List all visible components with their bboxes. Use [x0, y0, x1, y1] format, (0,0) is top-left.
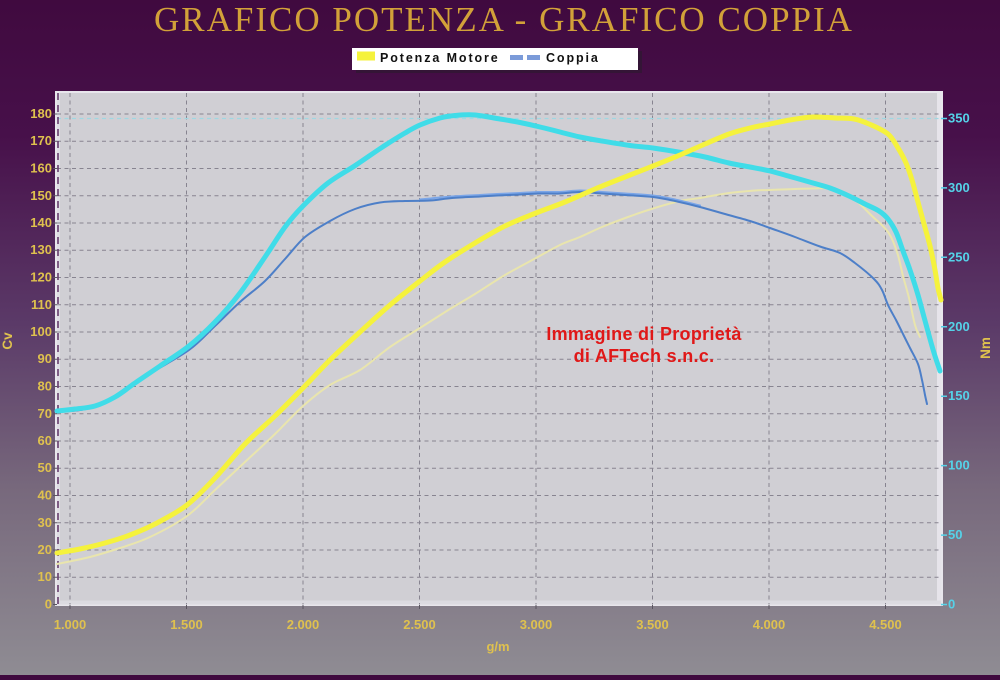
- svg-text:70: 70: [38, 406, 52, 421]
- svg-text:3.500: 3.500: [636, 617, 669, 632]
- svg-text:150: 150: [948, 388, 970, 403]
- svg-text:1.000: 1.000: [54, 617, 87, 632]
- svg-text:200: 200: [948, 319, 970, 334]
- svg-text:4.500: 4.500: [869, 617, 902, 632]
- svg-text:350: 350: [948, 111, 970, 126]
- svg-text:110: 110: [31, 297, 52, 312]
- svg-text:60: 60: [38, 433, 52, 448]
- svg-text:30: 30: [38, 515, 52, 530]
- svg-text:10: 10: [38, 569, 52, 584]
- svg-text:50: 50: [948, 527, 962, 542]
- svg-text:1.500: 1.500: [170, 617, 203, 632]
- svg-text:di AFTech s.n.c.: di AFTech s.n.c.: [574, 346, 715, 366]
- svg-text:g/m: g/m: [486, 639, 509, 654]
- svg-text:2.500: 2.500: [403, 617, 436, 632]
- svg-text:40: 40: [38, 488, 52, 503]
- svg-text:GRAFICO POTENZA - GRAFICO COPP: GRAFICO POTENZA - GRAFICO COPPIA: [154, 0, 854, 39]
- svg-text:Immagine di Proprietà: Immagine di Proprietà: [546, 324, 742, 344]
- svg-text:130: 130: [30, 242, 52, 257]
- svg-text:80: 80: [38, 379, 52, 394]
- svg-text:0: 0: [948, 597, 955, 612]
- svg-text:50: 50: [38, 460, 52, 475]
- svg-text:150: 150: [30, 188, 52, 203]
- svg-text:20: 20: [38, 542, 52, 557]
- svg-text:100: 100: [948, 458, 970, 473]
- svg-text:4.000: 4.000: [753, 617, 786, 632]
- svg-text:300: 300: [948, 180, 970, 195]
- svg-text:170: 170: [30, 133, 52, 148]
- svg-text:140: 140: [30, 215, 52, 230]
- svg-text:0: 0: [45, 597, 52, 612]
- svg-text:3.000: 3.000: [520, 617, 553, 632]
- svg-text:2.000: 2.000: [287, 617, 320, 632]
- svg-text:100: 100: [30, 324, 52, 339]
- svg-text:Coppia: Coppia: [546, 51, 600, 65]
- svg-text:120: 120: [30, 270, 52, 285]
- svg-text:180: 180: [30, 106, 52, 121]
- svg-text:250: 250: [948, 249, 970, 264]
- svg-text:90: 90: [38, 351, 52, 366]
- svg-text:Cv: Cv: [0, 332, 15, 350]
- svg-text:Potenza Motore: Potenza Motore: [380, 51, 500, 65]
- svg-text:160: 160: [30, 161, 52, 176]
- svg-text:Nm: Nm: [978, 337, 993, 359]
